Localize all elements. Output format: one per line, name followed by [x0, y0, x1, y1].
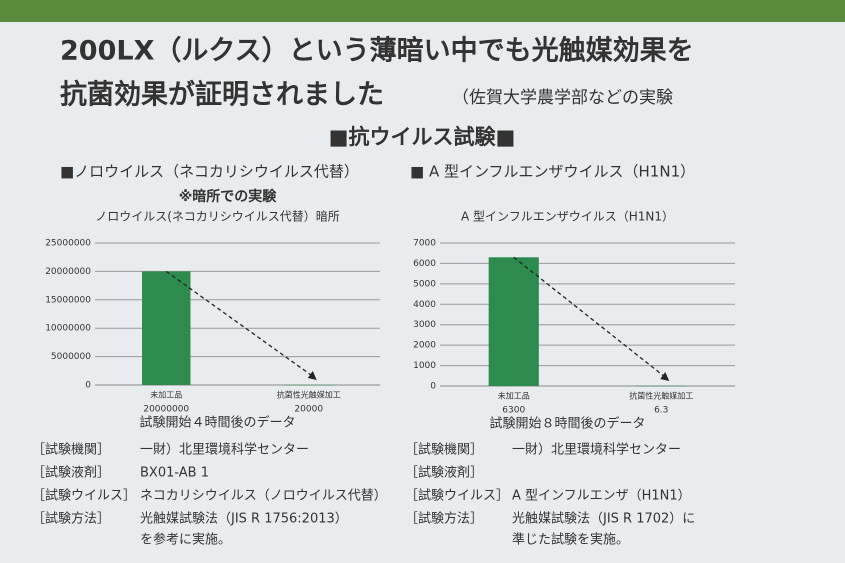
- arrow-head: [307, 371, 317, 380]
- y-tick-label: 1000: [413, 361, 436, 371]
- chart-title: A 型インフルエンザウイルス（H1N1）: [461, 210, 674, 224]
- bar: [488, 257, 539, 386]
- value-label: 20000000: [143, 405, 189, 415]
- info-value: 光触媒試験法（JIS R 1756:2013）: [140, 511, 348, 527]
- y-tick-label: 20000000: [45, 267, 91, 277]
- y-tick-label: 3000: [413, 320, 436, 330]
- info-label: ［試験機関］: [32, 442, 110, 458]
- x-tick-label: 抗菌性光触媒加工: [629, 391, 693, 401]
- y-tick-label: 5000000: [51, 352, 91, 362]
- info-label: ［試験方法］: [32, 511, 110, 527]
- top-band: [0, 0, 845, 22]
- info-value: 光触媒試験法（JIS R 1702）に: [512, 511, 695, 527]
- info-value: を参考に実施。: [140, 532, 231, 548]
- y-tick-label: 0: [430, 382, 436, 392]
- x-axis-label: 試験開始４時間後のデータ: [139, 415, 295, 431]
- y-tick-label: 10000000: [45, 324, 91, 334]
- arrow-head: [660, 372, 670, 381]
- info-label: ［試験方法］: [405, 511, 483, 527]
- section-title: ■抗ウイルス試験■: [329, 125, 516, 149]
- x-axis-label: 試験開始８時間後のデータ: [489, 416, 645, 432]
- info-value: 準じた試験を実施。: [512, 532, 629, 548]
- info-value: A 型インフルエンザ（H1N1）: [512, 489, 691, 504]
- bar: [636, 385, 687, 387]
- bar: [142, 271, 191, 385]
- chart-heading: ■ A 型インフルエンザウイルス（H1N1）: [410, 163, 695, 181]
- value-label: 6300: [502, 406, 525, 416]
- info-label: ［試験機関］: [405, 442, 483, 458]
- y-tick-label: 15000000: [45, 295, 91, 305]
- y-tick-label: 2000: [413, 341, 436, 351]
- y-tick-label: 0: [85, 381, 91, 391]
- bar: [284, 384, 333, 386]
- y-tick-label: 6000: [413, 259, 436, 269]
- info-value: BX01-AB 1: [140, 466, 209, 481]
- headline-1: 200LX（ルクス）という薄暗い中でも光触媒効果を: [60, 35, 694, 67]
- info-value: 一財）北里環境科学センター: [140, 442, 309, 458]
- headline-2: 抗菌効果が証明されました: [60, 79, 384, 111]
- x-tick-label: 未加工品: [150, 390, 182, 400]
- trend-arrow: [165, 270, 315, 378]
- info-label: ［試験ウイルス］: [405, 488, 509, 504]
- y-tick-label: 4000: [413, 300, 436, 310]
- y-tick-label: 5000: [413, 279, 436, 289]
- x-tick-label: 抗菌性光触媒加工: [277, 390, 341, 400]
- chart-note: ※暗所での実験: [179, 188, 278, 205]
- info-label: ［試験液剤］: [405, 465, 483, 481]
- value-label: 20000: [294, 405, 323, 415]
- y-tick-label: 25000000: [45, 239, 91, 249]
- value-label: 6.3: [654, 406, 668, 416]
- chart-heading: ■ノロウイルス（ネコカリシウイルス代替）: [60, 163, 359, 181]
- info-label: ［試験ウイルス］: [32, 488, 136, 504]
- trend-arrow: [513, 256, 667, 379]
- x-tick-label: 未加工品: [498, 391, 530, 401]
- info-value: 一財）北里環境科学センター: [512, 442, 681, 458]
- info-label: ［試験液剤］: [32, 465, 110, 481]
- chart-title: ノロウイルス(ネコカリシウイルス代替）暗所: [95, 209, 339, 224]
- y-tick-label: 7000: [413, 239, 436, 249]
- headline-note: （佐賀大学農学部などの実験: [452, 88, 673, 108]
- info-value: ネコカリシウイルス（ノロウイルス代替）: [140, 489, 387, 504]
